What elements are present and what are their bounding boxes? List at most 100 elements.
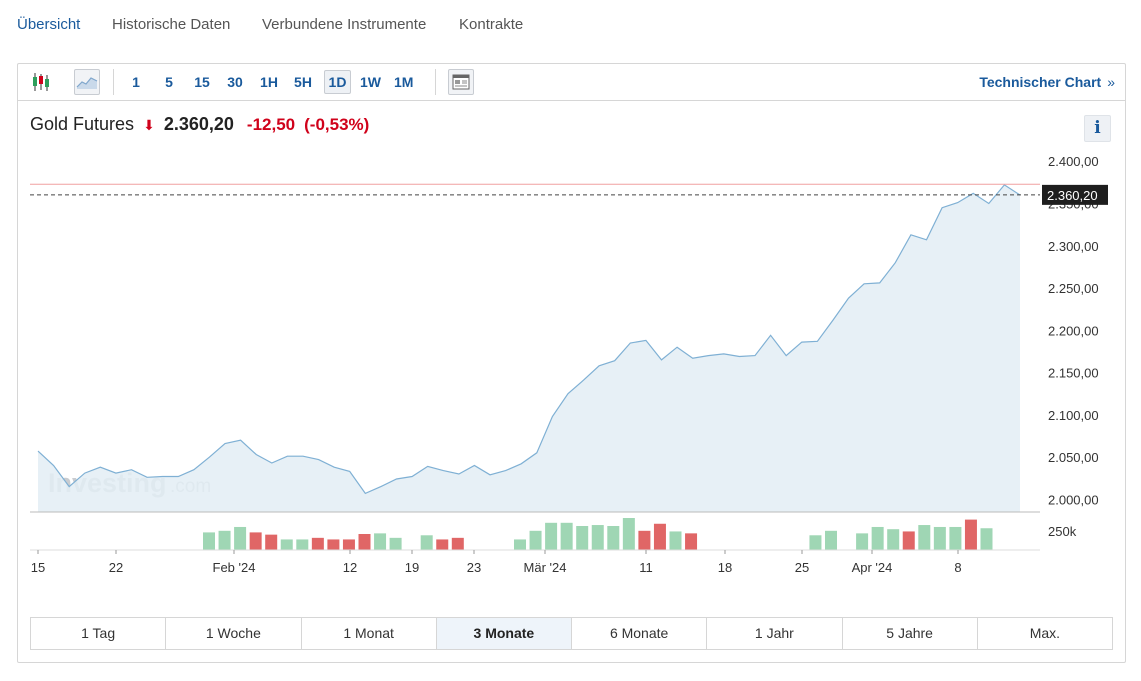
last-price: 2.360,20 — [163, 114, 234, 134]
chart-toolbar: 1 5 15 30 1H 5H 1D 1W 1M Technischer Cha… — [18, 64, 1125, 101]
volume-bar — [327, 539, 340, 550]
instrument-name: Gold Futures — [30, 114, 135, 134]
volume-bar — [809, 535, 822, 550]
volume-bar — [653, 523, 666, 550]
x-tick-label: 25 — [795, 560, 809, 575]
interval-1m[interactable]: 1M — [394, 74, 414, 90]
range-max[interactable]: Max. — [1029, 625, 1061, 641]
time-range-selector: 1 Tag 1 Woche 1 Monat 3 Monate 6 Monate … — [30, 617, 1113, 650]
interval-1w[interactable]: 1W — [360, 74, 381, 90]
volume-bar — [296, 539, 309, 550]
price-change: -12,50 — [246, 115, 296, 134]
y-tick-label: 2.000,00 — [1048, 492, 1099, 507]
volume-bar — [685, 533, 698, 550]
volume-bar — [389, 537, 402, 550]
range-3-monate[interactable]: 3 Monate — [436, 618, 572, 649]
volume-bar — [342, 539, 355, 550]
x-tick-label: 11 — [639, 560, 653, 575]
technical-chart-link[interactable]: Technischer Chart » — [979, 74, 1115, 90]
volume-bar — [887, 529, 900, 550]
interval-5[interactable]: 5 — [165, 74, 173, 90]
volume-bar — [591, 525, 604, 550]
volume-bar — [249, 532, 262, 550]
price-chart: Investing.com2.400,002.350,002.300,002.2… — [30, 154, 1108, 575]
arrow-down-icon: ⬇ — [143, 117, 155, 133]
interval-1[interactable]: 1 — [132, 74, 140, 90]
interval-30[interactable]: 30 — [227, 74, 243, 90]
y-tick-label: 2.050,00 — [1048, 450, 1099, 465]
candlestick-icon[interactable] — [28, 69, 54, 95]
volume-bar — [280, 539, 293, 550]
chart-panel: 1 5 15 30 1H 5H 1D 1W 1M Technischer Cha… — [17, 63, 1126, 663]
range-1-jahr[interactable]: 1 Jahr — [707, 618, 843, 649]
volume-bar — [980, 528, 993, 550]
toolbar-divider — [435, 69, 436, 95]
quote-header: Gold Futures ⬇ 2.360,20 -12,50 (-0,53%) — [30, 114, 369, 138]
tab-historische-daten[interactable]: Historische Daten — [112, 16, 231, 33]
technical-chart-label: Technischer Chart — [979, 74, 1102, 90]
x-tick-label: Apr '24 — [852, 560, 893, 575]
volume-bar — [451, 537, 464, 550]
volume-bar — [871, 526, 884, 550]
y-tick-label: 2.100,00 — [1048, 408, 1099, 423]
tab-verbundene-instrumente[interactable]: Verbundene Instrumente — [262, 16, 427, 33]
price-line — [37, 184, 1021, 495]
volume-bar — [436, 539, 449, 550]
volume-bar — [856, 533, 869, 550]
area-chart-icon[interactable] — [74, 69, 100, 95]
toolbar-divider — [113, 69, 114, 95]
x-tick-label: 19 — [405, 560, 419, 575]
x-tick-label: 12 — [343, 560, 357, 575]
x-tick-label: Feb '24 — [213, 560, 256, 575]
volume-bar — [576, 526, 589, 550]
tab-uebersicht[interactable]: Übersicht — [17, 16, 81, 33]
volume-bar — [529, 530, 542, 550]
volume-axis-label: 250k — [1048, 524, 1077, 539]
volume-bar — [234, 526, 247, 550]
y-tick-label: 2.200,00 — [1048, 323, 1099, 338]
interval-15[interactable]: 15 — [194, 74, 210, 90]
volume-bar — [358, 534, 371, 550]
range-1-woche[interactable]: 1 Woche — [166, 618, 302, 649]
info-button[interactable]: i — [1084, 115, 1111, 142]
x-tick-label: 8 — [954, 560, 961, 575]
news-icon[interactable] — [448, 69, 474, 95]
volume-bar — [825, 530, 837, 550]
y-tick-label: 2.300,00 — [1048, 239, 1099, 254]
volume-bar — [514, 539, 526, 550]
range-1-monat[interactable]: 1 Monat — [302, 618, 437, 649]
volume-bar — [311, 537, 324, 550]
tab-kontrakte[interactable]: Kontrakte — [459, 16, 524, 33]
price-area — [38, 184, 1020, 512]
interval-5h[interactable]: 5H — [294, 74, 312, 90]
volume-bar — [638, 530, 651, 550]
volume-bar — [964, 519, 977, 550]
range-6-monate[interactable]: 6 Monate — [572, 618, 708, 649]
volume-bar — [902, 531, 915, 550]
volume-bar — [374, 533, 387, 550]
volume-bar — [218, 530, 231, 550]
x-tick-label: 22 — [109, 560, 123, 575]
x-tick-label: 18 — [718, 560, 732, 575]
volume-bar — [949, 526, 962, 550]
volume-bar — [545, 522, 558, 550]
x-tick-label: 15 — [31, 560, 45, 575]
range-1-tag[interactable]: 1 Tag — [31, 618, 167, 649]
volume-bar — [669, 531, 682, 550]
interval-1h[interactable]: 1H — [260, 74, 278, 90]
volume-bar — [622, 518, 635, 550]
y-tick-label: 2.150,00 — [1048, 366, 1099, 381]
volume-bar — [420, 535, 433, 550]
interval-1d[interactable]: 1D — [324, 70, 351, 94]
volume-bar — [607, 526, 620, 550]
volume-bar — [203, 532, 215, 550]
y-tick-label: 2.250,00 — [1048, 281, 1099, 296]
price-change-percent: (-0,53%) — [304, 115, 370, 134]
x-tick-label: 23 — [467, 560, 481, 575]
volume-bar — [933, 526, 946, 550]
last-price-badge — [1042, 184, 1108, 205]
y-tick-label: 2.400,00 — [1048, 154, 1099, 169]
volume-bar — [918, 525, 931, 550]
range-5-jahre[interactable]: 5 Jahre — [843, 618, 978, 649]
volume-bar — [560, 522, 573, 550]
